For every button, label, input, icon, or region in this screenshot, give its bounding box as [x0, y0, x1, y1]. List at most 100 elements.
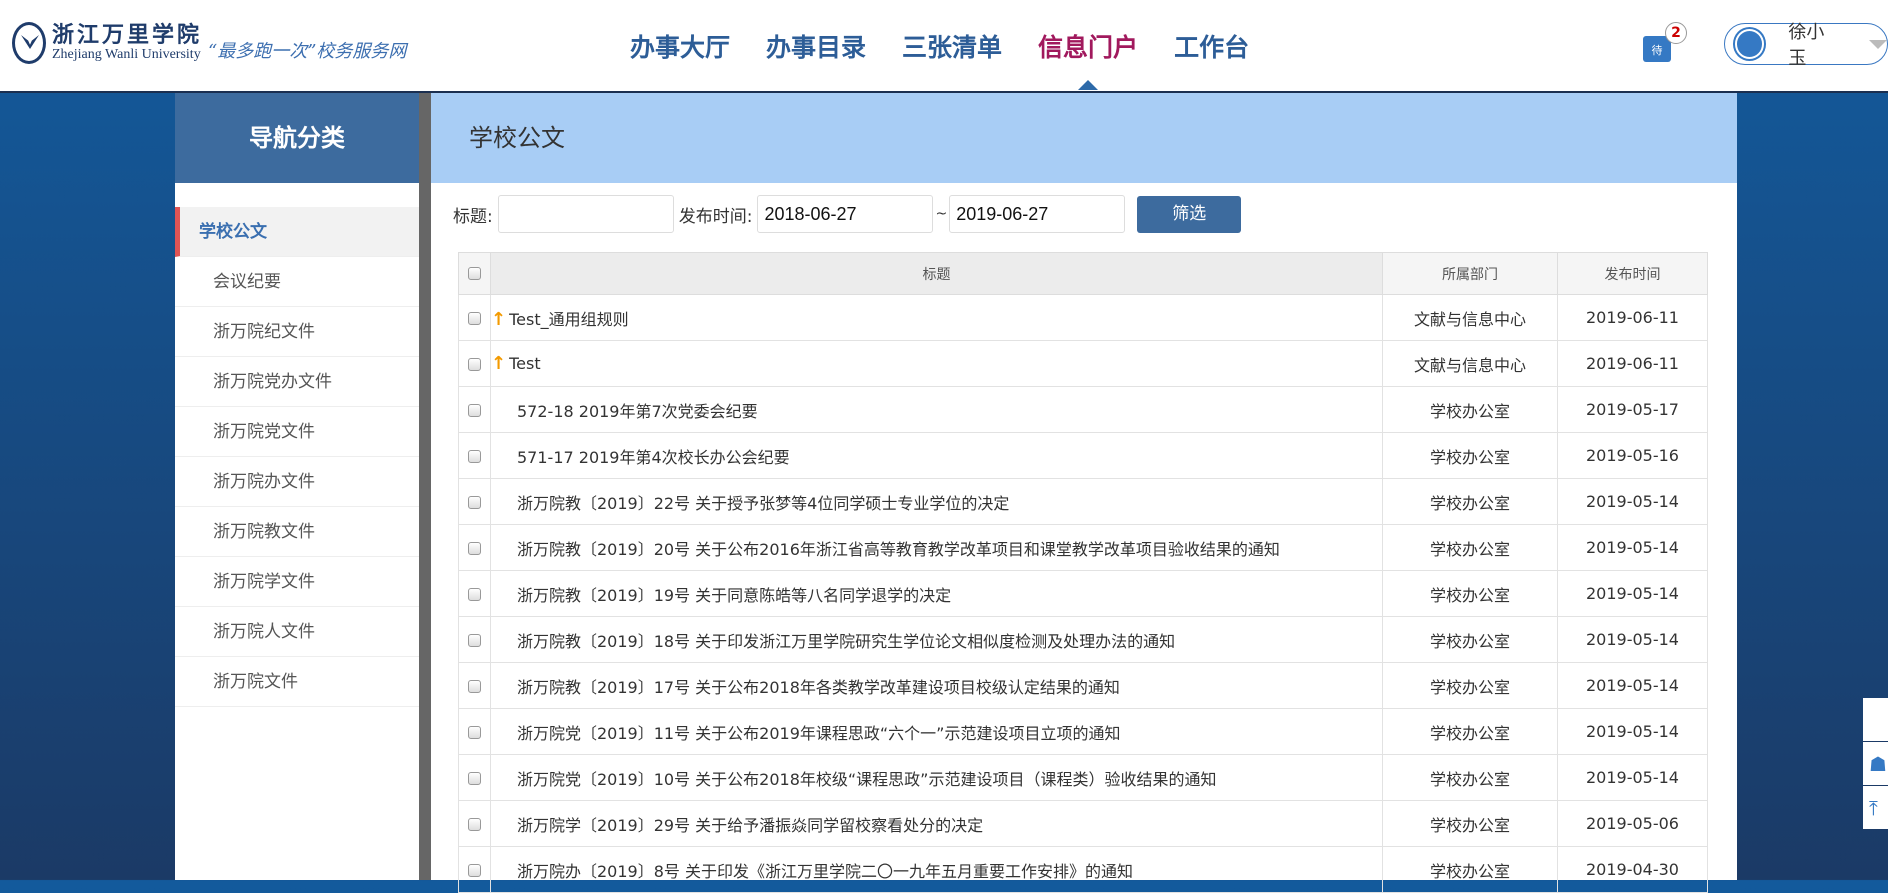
nav-item-1[interactable]: 办事目录	[766, 33, 867, 62]
table-row[interactable]: 浙万院党〔2019〕10号 关于公布2018年校级“课程思政”示范建设项目（课程…	[458, 754, 1708, 801]
department: 学校办公室	[1382, 524, 1558, 571]
document-title-link[interactable]: 浙万院教〔2019〕17号 关于公布2018年各类教学改革建设项目校级认定结果的…	[517, 677, 1120, 697]
title-filter-input[interactable]	[497, 195, 674, 233]
android-icon[interactable]: ☗	[1863, 742, 1888, 786]
department: 学校办公室	[1382, 846, 1558, 893]
document-title-link[interactable]: 572-18 2019年第7次党委会纪要	[517, 401, 758, 421]
publish-date: 2019-05-14	[1557, 616, 1708, 663]
table-row[interactable]: 浙万院党〔2019〕11号 关于公布2019年课程思政“六个一”示范建设项目立项…	[458, 708, 1708, 755]
logo-emblem-icon	[12, 22, 46, 64]
sidebar-item[interactable]: 浙万院教文件	[175, 507, 419, 557]
document-title-link[interactable]: 浙万院党〔2019〕10号 关于公布2018年校级“课程思政”示范建设项目（课程…	[517, 769, 1217, 789]
nav-item-2[interactable]: 三张清单	[902, 33, 1003, 62]
table-row[interactable]: 572-18 2019年第7次党委会纪要 学校办公室 2019-05-17	[458, 386, 1708, 433]
back-to-top-icon[interactable]: ⤒	[1863, 786, 1888, 830]
document-title-link[interactable]: 浙万院学〔2019〕29号 关于给予潘振焱同学留校察看处分的决定	[517, 815, 984, 835]
publish-date: 2019-05-17	[1557, 386, 1708, 433]
department: 学校办公室	[1382, 662, 1558, 709]
row-checkbox[interactable]	[468, 726, 481, 739]
todo-count-badge: 2	[1665, 22, 1687, 44]
document-title-link[interactable]: 浙万院党〔2019〕11号 关于公布2019年课程思政“六个一”示范建设项目立项…	[517, 723, 1121, 743]
table-row[interactable]: 浙万院教〔2019〕18号 关于印发浙江万里学院研究生学位论文相似度检测及处理办…	[458, 616, 1708, 663]
row-checkbox[interactable]	[468, 588, 481, 601]
publish-date: 2019-06-11	[1557, 294, 1708, 341]
document-title-link[interactable]: 浙万院办〔2019〕8号 关于印发《浙江万里学院二〇一九年五月重要工作安排》的通…	[517, 861, 1133, 881]
column-header-title: 标题	[490, 252, 1383, 295]
nav-item-4[interactable]: 工作台	[1174, 33, 1250, 62]
table-row[interactable]: 571-17 2019年第4次校长办公会纪要 学校办公室 2019-05-16	[458, 432, 1708, 479]
publish-date: 2019-06-11	[1557, 340, 1708, 387]
row-checkbox[interactable]	[468, 772, 481, 785]
publish-date: 2019-05-16	[1557, 432, 1708, 479]
user-avatar-icon	[1735, 29, 1765, 59]
select-all-checkbox[interactable]	[468, 267, 481, 280]
sidebar-item[interactable]: 浙万院党文件	[175, 407, 419, 457]
department: 学校办公室	[1382, 478, 1558, 525]
table-row[interactable]: 浙万院教〔2019〕20号 关于公布2016年浙江省高等教育教学改革项目和课堂教…	[458, 524, 1708, 571]
table-row[interactable]: 浙万院办〔2019〕8号 关于印发《浙江万里学院二〇一九年五月重要工作安排》的通…	[458, 846, 1708, 893]
main-content: 学校公文 标题: 发布时间: ~ 筛选 标题 所属部门 发布时间 ↑Test_通…	[431, 93, 1737, 893]
row-checkbox[interactable]	[468, 680, 481, 693]
department: 学校办公室	[1382, 432, 1558, 479]
date-range-separator: ~	[935, 206, 948, 222]
nav-item-3[interactable]: 信息门户	[1038, 28, 1138, 90]
publish-date: 2019-05-14	[1557, 754, 1708, 801]
date-filter-label: 发布时间:	[678, 206, 753, 227]
publish-date: 2019-05-14	[1557, 524, 1708, 571]
title-filter-label: 标题:	[453, 206, 493, 227]
sidebar-item[interactable]: 会议纪要	[175, 257, 419, 307]
sidebar-item[interactable]: 浙万院文件	[175, 657, 419, 707]
row-checkbox[interactable]	[468, 634, 481, 647]
todo-calendar-icon[interactable]: 待	[1643, 36, 1671, 62]
logo-cn: 浙江万里学院	[52, 22, 203, 48]
header: 浙江万里学院 Zhejiang Wanli University “最多跑一次”…	[0, 0, 1888, 93]
document-title-link[interactable]: 浙万院教〔2019〕20号 关于公布2016年浙江省高等教育教学改革项目和课堂教…	[517, 539, 1280, 559]
row-checkbox[interactable]	[468, 358, 481, 371]
department: 文献与信息中心	[1382, 294, 1558, 341]
document-title-link[interactable]: 浙万院教〔2019〕22号 关于授予张梦等4位同学硕士专业学位的决定	[517, 493, 1010, 513]
document-title-link[interactable]: Test	[509, 354, 541, 373]
document-title-link[interactable]: 浙万院教〔2019〕18号 关于印发浙江万里学院研究生学位论文相似度检测及处理办…	[517, 631, 1176, 651]
table-row[interactable]: ↑ Test 文献与信息中心 2019-06-11	[458, 340, 1708, 387]
publish-date: 2019-05-14	[1557, 662, 1708, 709]
slogan: “最多跑一次”校务服务网	[208, 41, 407, 62]
table-row[interactable]: 浙万院教〔2019〕17号 关于公布2018年各类教学改革建设项目校级认定结果的…	[458, 662, 1708, 709]
document-title-link[interactable]: 571-17 2019年第4次校长办公会纪要	[517, 447, 790, 467]
apple-icon[interactable]	[1863, 698, 1888, 742]
row-checkbox[interactable]	[468, 312, 481, 325]
table-row[interactable]: ↑ Test_通用组规则 文献与信息中心 2019-06-11	[458, 294, 1708, 341]
user-menu[interactable]: 徐小玉	[1724, 22, 1888, 69]
table-row[interactable]: 浙万院教〔2019〕22号 关于授予张梦等4位同学硕士专业学位的决定 学校办公室 2…	[458, 478, 1708, 525]
main-nav: 办事大厅 办事目录 三张清单 信息门户 工作台	[630, 28, 1285, 90]
row-checkbox[interactable]	[468, 818, 481, 831]
sidebar-title: 导航分类	[175, 93, 419, 183]
logo-en: Zhejiang Wanli University	[52, 47, 201, 62]
row-checkbox[interactable]	[468, 864, 481, 877]
table-row[interactable]: 浙万院学〔2019〕29号 关于给予潘振焱同学留校察看处分的决定 学校办公室 201…	[458, 800, 1708, 847]
nav-item-0[interactable]: 办事大厅	[630, 33, 731, 62]
department: 文献与信息中心	[1382, 340, 1558, 387]
pinned-arrow-up-icon: ↑	[491, 308, 507, 330]
filter-bar: 标题: 发布时间: ~ 筛选	[431, 195, 1737, 233]
publish-date: 2019-05-14	[1557, 708, 1708, 755]
sidebar-divider	[419, 93, 431, 880]
document-title-link[interactable]: Test_通用组规则	[509, 309, 629, 329]
sidebar-item[interactable]: 学校公文	[175, 207, 419, 257]
table-row[interactable]: 浙万院教〔2019〕19号 关于同意陈皓等八名同学退学的决定 学校办公室 2019-…	[458, 570, 1708, 617]
row-checkbox[interactable]	[468, 450, 481, 463]
row-checkbox[interactable]	[468, 404, 481, 417]
sidebar-item[interactable]: 浙万院学文件	[175, 557, 419, 607]
filter-button[interactable]: 筛选	[1137, 195, 1242, 233]
sidebar-item[interactable]: 浙万院人文件	[175, 607, 419, 657]
sidebar-item[interactable]: 浙万院纪文件	[175, 307, 419, 357]
row-checkbox[interactable]	[468, 496, 481, 509]
date-from-input[interactable]	[757, 195, 934, 233]
column-header-dept: 所属部门	[1382, 252, 1558, 295]
date-to-input[interactable]	[949, 195, 1126, 233]
document-title-link[interactable]: 浙万院教〔2019〕19号 关于同意陈皓等八名同学退学的决定	[517, 585, 952, 605]
floating-tools: ☗ ⤒	[1863, 698, 1888, 830]
sidebar-item[interactable]: 浙万院党办文件	[175, 357, 419, 407]
row-checkbox[interactable]	[468, 542, 481, 555]
sidebar-item[interactable]: 浙万院办文件	[175, 457, 419, 507]
logo[interactable]: 浙江万里学院 Zhejiang Wanli University “最多跑一次”…	[12, 22, 406, 64]
